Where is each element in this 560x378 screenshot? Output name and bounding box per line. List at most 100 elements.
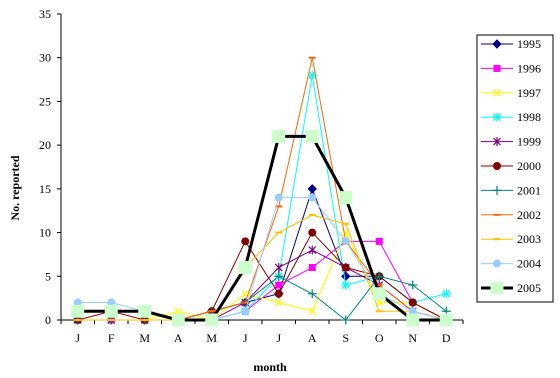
data-point-shape (272, 129, 286, 143)
data-point (274, 298, 283, 307)
data-point (374, 271, 384, 281)
data-point-shape (104, 304, 118, 318)
data-point (305, 129, 319, 143)
legend-label: 1998 (517, 110, 541, 124)
data-point-shape (205, 313, 219, 327)
legend-item-1995: 1995 (481, 37, 541, 51)
x-tick-label: M (206, 331, 217, 345)
data-point (104, 304, 118, 318)
data-point-shape (439, 313, 453, 327)
data-point (372, 287, 386, 301)
data-point (241, 237, 250, 246)
data-point-shape (372, 287, 386, 301)
y-tick-label: 20 (39, 138, 51, 152)
x-tick-label: N (408, 331, 417, 345)
series-2000 (73, 228, 451, 324)
data-point-shape (339, 191, 353, 205)
data-point (308, 264, 316, 272)
data-point (205, 313, 219, 327)
legend-label: 1995 (517, 37, 541, 51)
x-tick-label: O (375, 331, 384, 345)
data-point (341, 263, 350, 272)
data-point-shape (71, 304, 85, 318)
legend-label: 2002 (517, 208, 541, 222)
x-axis-title: month (253, 360, 287, 374)
legend-swatch-marker-shape (492, 39, 502, 49)
data-point (408, 280, 418, 290)
legend-item-1998: 1998 (481, 110, 541, 124)
data-point-stroke (274, 298, 283, 307)
data-point (341, 271, 351, 281)
data-point-stroke (241, 289, 250, 298)
y-tick-label: 15 (39, 182, 51, 196)
data-point (274, 289, 283, 298)
legend-swatch-marker-shape (493, 259, 501, 268)
legend-item-1999: 1999 (481, 135, 541, 149)
series-line-2005 (77, 134, 447, 322)
data-point-shape (341, 263, 350, 272)
data-point-shape (241, 237, 250, 246)
data-point (272, 129, 286, 143)
x-tick-label: D (442, 331, 451, 345)
x-tick-label: J (243, 331, 248, 345)
legend-item-2005: 2005 (481, 281, 541, 295)
legend-label: 1997 (517, 86, 541, 100)
data-point-shape (308, 193, 317, 202)
series-line-2003 (77, 214, 447, 321)
data-point-shape (274, 289, 283, 298)
series-2005 (71, 129, 453, 327)
data-point-shape (341, 271, 351, 281)
legend-swatch-marker (493, 64, 501, 72)
y-tick-label: 10 (39, 226, 51, 240)
legend-label: 1996 (517, 61, 541, 75)
legend-label: 2000 (517, 159, 541, 173)
legend-swatch-marker (493, 259, 501, 268)
data-point (241, 307, 250, 316)
legend-swatch-marker (493, 88, 501, 97)
data-point-shape (308, 264, 316, 272)
legend-item-2003: 2003 (481, 232, 541, 246)
data-point (307, 289, 317, 299)
data-point (339, 191, 353, 205)
legend-label: 2005 (517, 281, 541, 295)
legend-item-1997: 1997 (481, 86, 541, 100)
data-point (408, 298, 417, 307)
data-point-shape (274, 193, 283, 202)
y-tick-labels: 0 5 10 15 20 25 30 35 (39, 7, 51, 327)
legend-swatch-marker (493, 162, 501, 170)
data-point (274, 193, 283, 202)
x-tick-label: J (276, 331, 281, 345)
legend-swatch-marker-shape (490, 281, 504, 295)
legend-swatch-marker-stroke (493, 88, 501, 97)
legend-swatch-marker-shape (493, 162, 501, 170)
data-point (406, 313, 420, 327)
data-point-shape (305, 129, 319, 143)
data-point (308, 193, 317, 202)
series-line-2002 (77, 57, 447, 321)
data-point (275, 281, 283, 289)
x-tick-label: F (108, 331, 115, 345)
legend-label: 1999 (517, 135, 541, 149)
data-point (138, 304, 152, 318)
legend-item-2004: 2004 (481, 257, 541, 271)
data-point (71, 304, 85, 318)
legend-swatch-marker-shape (493, 64, 501, 72)
data-point (308, 307, 317, 316)
y-tick-label: 0 (45, 313, 51, 327)
data-point (341, 280, 351, 290)
legend: 1995 1996 1997 1998 1999 2000 2001 2002 2003 2004… (476, 34, 554, 303)
data-point-shape (408, 298, 417, 307)
series-1997 (73, 228, 451, 324)
legend-swatch-marker (493, 137, 501, 147)
legend-item-1996: 1996 (481, 61, 541, 75)
data-point (238, 261, 252, 275)
legend-swatch-marker (492, 39, 502, 49)
y-tick-label: 25 (39, 94, 51, 108)
x-tick-label: M (139, 331, 150, 345)
x-tick-label: J (75, 331, 80, 345)
data-point-shape (307, 184, 317, 194)
data-point (307, 184, 317, 194)
data-point-shape (341, 237, 350, 246)
data-point (274, 263, 283, 273)
